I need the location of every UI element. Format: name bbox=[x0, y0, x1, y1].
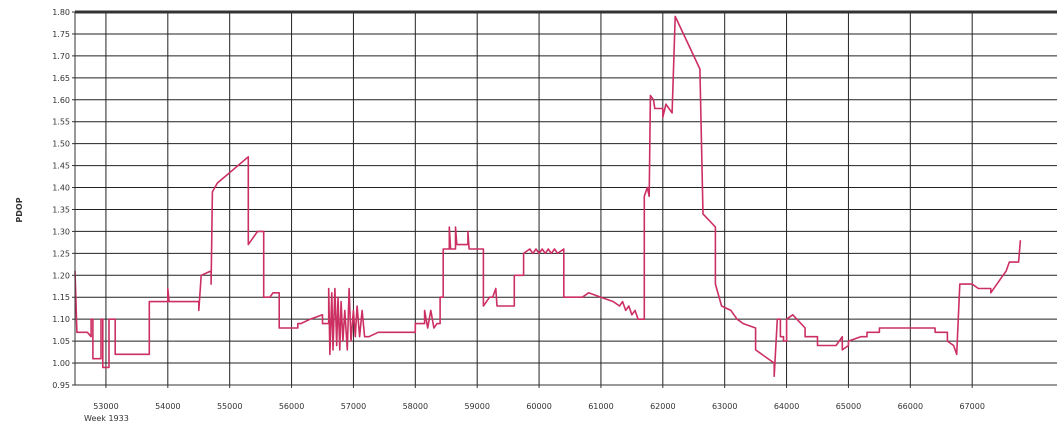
y-axis: 0.95 1.00 1.05 1.10 1.15 1.20 1.25 1.30 1.35 1.40… bbox=[52, 8, 75, 390]
y-tick-label: 1.65 bbox=[52, 74, 70, 83]
x-tick-label: 66000 bbox=[898, 402, 923, 411]
x-tick-label: 57000 bbox=[341, 402, 366, 411]
x-tick-label: 58000 bbox=[403, 402, 428, 411]
y-tick-label: 1.05 bbox=[52, 337, 70, 346]
y-tick-label: 0.95 bbox=[52, 381, 70, 390]
y-tick-label: 1.40 bbox=[52, 184, 70, 193]
x-tick-label: 67000 bbox=[959, 402, 984, 411]
x-axis-week-label: Week 1933 bbox=[84, 414, 129, 423]
x-tick-label: 55000 bbox=[217, 402, 242, 411]
pdop-series-line bbox=[74, 15, 1022, 377]
y-tick-label: 1.75 bbox=[52, 30, 70, 39]
y-tick-label: 1.70 bbox=[52, 52, 70, 61]
y-tick-label: 1.20 bbox=[52, 271, 70, 280]
y-tick-label: 1.50 bbox=[52, 140, 70, 149]
x-tick-label: 65000 bbox=[836, 402, 861, 411]
y-tick-label: 1.25 bbox=[52, 249, 70, 258]
x-tick-label: 53000 bbox=[93, 402, 118, 411]
x-axis: 53000 54000 55000 56000 57000 58000 59000 60000… bbox=[93, 385, 985, 411]
y-tick-label: 1.35 bbox=[52, 205, 70, 214]
y-tick-label: 1.00 bbox=[52, 359, 70, 368]
x-tick-label: 63000 bbox=[712, 402, 737, 411]
y-tick-label: 1.80 bbox=[52, 8, 70, 17]
y-tick-label: 1.15 bbox=[52, 293, 70, 302]
y-tick-label: 1.10 bbox=[52, 315, 70, 324]
x-tick-label: 54000 bbox=[155, 402, 180, 411]
x-tick-label: 62000 bbox=[650, 402, 675, 411]
y-tick-label: 1.45 bbox=[52, 162, 70, 171]
y-tick-label: 1.60 bbox=[52, 96, 70, 105]
x-tick-label: 56000 bbox=[279, 402, 304, 411]
x-tick-label: 60000 bbox=[526, 402, 551, 411]
y-axis-label: PDOP bbox=[15, 197, 24, 222]
x-tick-label: 59000 bbox=[464, 402, 489, 411]
y-tick-label: 1.30 bbox=[52, 227, 70, 236]
y-tick-label: 1.55 bbox=[52, 118, 70, 127]
x-tick-label: 64000 bbox=[774, 402, 799, 411]
x-tick-label: 61000 bbox=[588, 402, 613, 411]
